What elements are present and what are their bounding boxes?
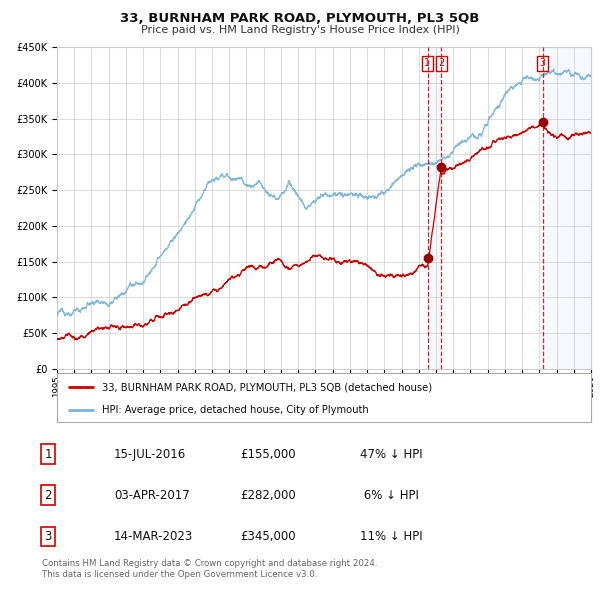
Text: £155,000: £155,000: [240, 447, 296, 461]
Bar: [543, 47, 591, 369]
Text: Contains HM Land Registry data © Crown copyright and database right 2024.: Contains HM Land Registry data © Crown c…: [42, 559, 377, 568]
Text: 47% ↓ HPI: 47% ↓ HPI: [360, 447, 422, 461]
Text: This data is licensed under the Open Government Licence v3.0.: This data is licensed under the Open Gov…: [42, 571, 317, 579]
Text: £282,000: £282,000: [240, 489, 296, 502]
Text: 6% ↓ HPI: 6% ↓ HPI: [360, 489, 419, 502]
Text: 11% ↓ HPI: 11% ↓ HPI: [360, 530, 422, 543]
Bar: [428, 47, 440, 369]
Text: £345,000: £345,000: [240, 530, 296, 543]
Text: 15-JUL-2016: 15-JUL-2016: [114, 447, 186, 461]
Text: 2: 2: [44, 489, 52, 502]
Text: 1: 1: [424, 58, 430, 68]
Text: 33, BURNHAM PARK ROAD, PLYMOUTH, PL3 5QB: 33, BURNHAM PARK ROAD, PLYMOUTH, PL3 5QB: [121, 12, 479, 25]
Text: Price paid vs. HM Land Registry's House Price Index (HPI): Price paid vs. HM Land Registry's House …: [140, 25, 460, 35]
Bar: [543, 47, 591, 369]
Text: 33, BURNHAM PARK ROAD, PLYMOUTH, PL3 5QB (detached house): 33, BURNHAM PARK ROAD, PLYMOUTH, PL3 5QB…: [103, 382, 433, 392]
Text: 1: 1: [44, 447, 52, 461]
Text: 14-MAR-2023: 14-MAR-2023: [114, 530, 193, 543]
Text: 2: 2: [439, 58, 445, 68]
Text: 03-APR-2017: 03-APR-2017: [114, 489, 190, 502]
Text: 3: 3: [44, 530, 52, 543]
Text: HPI: Average price, detached house, City of Plymouth: HPI: Average price, detached house, City…: [103, 405, 369, 415]
Text: 3: 3: [540, 58, 546, 68]
